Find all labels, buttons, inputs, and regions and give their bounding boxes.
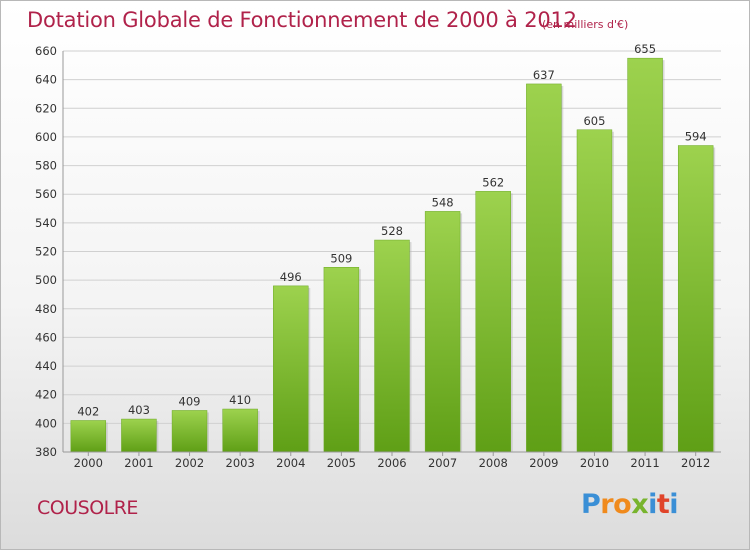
x-tick-label: 2011 — [630, 456, 659, 470]
logo-letter: P — [581, 489, 601, 520]
y-tick-label: 400 — [35, 416, 57, 430]
chart-title: Dotation Globale de Fonctionnement de 20… — [27, 8, 577, 32]
data-label: 562 — [482, 175, 504, 189]
y-tick-label: 640 — [35, 73, 57, 87]
y-tick-label: 420 — [35, 388, 57, 402]
bar-2005 — [323, 267, 360, 453]
bar-2011 — [627, 57, 663, 453]
bar-2004 — [273, 285, 309, 453]
x-tick-label: 2005 — [327, 456, 356, 470]
logo-letter: r — [600, 489, 614, 520]
bars: 402 403 409 410 496 509 528 548 562 637 605 655 594 — [70, 42, 716, 453]
x-tick-label: 2007 — [428, 456, 457, 470]
data-label: 410 — [229, 393, 251, 407]
x-tick-label: 2010 — [580, 456, 609, 470]
data-label: 496 — [280, 270, 302, 284]
data-label: 403 — [128, 403, 150, 417]
y-tick-label: 460 — [35, 330, 57, 344]
bar-2010 — [576, 129, 613, 453]
y-tick-label: 560 — [35, 187, 57, 201]
bar-2007 — [424, 211, 461, 453]
y-tick-label: 580 — [35, 159, 57, 173]
y-tick-label: 660 — [35, 44, 57, 58]
x-tick-label: 2001 — [124, 456, 153, 470]
data-label: 548 — [432, 195, 454, 209]
logo-letter: x — [631, 489, 649, 520]
logo-letter: t — [656, 489, 670, 520]
bar-2012 — [677, 145, 714, 453]
x-tick-label: 2003 — [226, 456, 255, 470]
logo-letter: i — [669, 489, 679, 520]
logo-letter: i — [648, 489, 657, 520]
bar-2001 — [121, 418, 157, 453]
bar-2006 — [374, 239, 410, 453]
y-tick-label: 440 — [35, 359, 57, 373]
x-tick-label: 2006 — [377, 456, 406, 470]
x-tick-label: 2004 — [276, 456, 305, 470]
y-tick-label: 500 — [35, 273, 57, 287]
bar-2002 — [171, 410, 208, 453]
proxiti-logo: Proxiti — [581, 489, 679, 520]
y-tick-label: 380 — [35, 445, 57, 459]
data-label: 655 — [634, 42, 656, 56]
chart-subtitle: (en milliers d'€) — [542, 18, 629, 31]
x-tick-label: 2002 — [175, 456, 204, 470]
y-tick-label: 520 — [35, 245, 57, 259]
x-axis: 2000 2001 2002 2003 2004 2005 2006 2007 2008 2009… — [63, 451, 721, 470]
commune-name: COUSOLRE — [37, 497, 138, 519]
x-tick-label: 2000 — [74, 456, 103, 470]
y-axis: 380 400 420 440 460 480 500 520 540 560 580 600 620 6… — [35, 44, 64, 459]
x-tick-label: 2009 — [529, 456, 558, 470]
data-label: 528 — [381, 224, 403, 238]
y-tick-label: 540 — [35, 216, 57, 230]
logo-letter: o — [613, 489, 632, 520]
data-label: 409 — [179, 394, 201, 408]
bar-2000 — [70, 420, 107, 453]
bar-2003 — [222, 408, 258, 453]
data-label: 605 — [583, 114, 605, 128]
x-tick-label: 2008 — [479, 456, 508, 470]
y-tick-label: 600 — [35, 130, 57, 144]
data-label: 594 — [685, 130, 707, 144]
data-label: 402 — [77, 404, 99, 418]
y-tick-label: 480 — [35, 302, 57, 316]
data-label: 509 — [330, 251, 352, 265]
y-tick-label: 620 — [35, 101, 57, 115]
data-label: 637 — [533, 68, 555, 82]
bar-2008 — [475, 191, 511, 453]
x-tick-label: 2012 — [681, 456, 710, 470]
bar-2009 — [526, 83, 562, 453]
